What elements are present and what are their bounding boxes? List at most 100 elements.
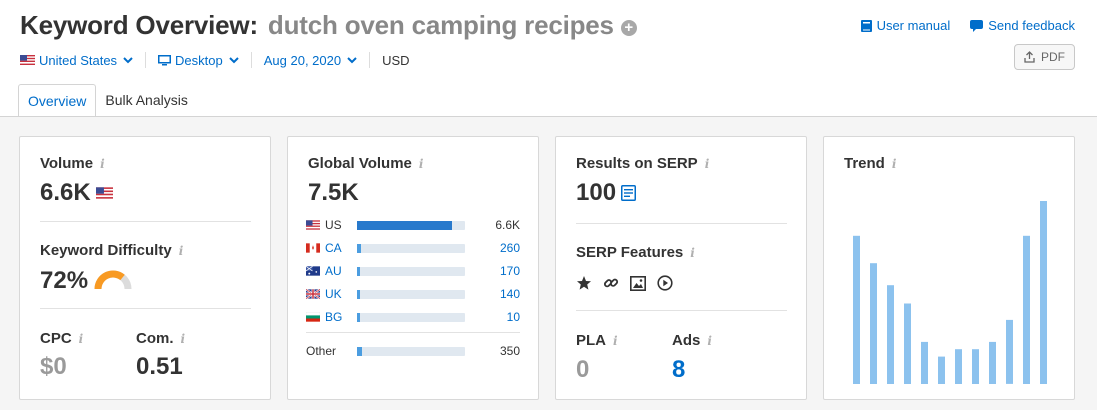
info-icon[interactable]: i <box>178 243 184 258</box>
image-icon[interactable] <box>630 275 646 291</box>
device-label: Desktop <box>175 52 223 68</box>
trend-bar[interactable] <box>989 341 996 384</box>
us-flag-icon <box>20 55 35 65</box>
trend-bar[interactable] <box>904 303 911 385</box>
trend-bar[interactable] <box>921 341 928 384</box>
currency-label: USD <box>382 52 410 68</box>
trend-bar[interactable] <box>853 235 860 384</box>
volume-heading: Volume i <box>40 155 105 172</box>
user-manual-link[interactable]: User manual <box>860 18 951 33</box>
tab-bulk-analysis[interactable]: Bulk Analysis <box>105 92 188 108</box>
serp-value: 100 <box>576 179 617 206</box>
info-icon[interactable]: i <box>690 245 695 260</box>
country-selector[interactable]: United States <box>20 53 133 68</box>
serp-label: Results on SERP <box>576 155 698 172</box>
info-icon[interactable]: i <box>704 156 710 171</box>
kd-label: Keyword Difficulty <box>40 242 172 259</box>
tabs: Overview Bulk Analysis <box>18 84 197 117</box>
filter-divider <box>145 52 147 68</box>
us-flag-icon <box>306 220 320 230</box>
volume-share-fill <box>357 221 453 230</box>
trend-bar[interactable] <box>870 263 877 384</box>
other-row: Other 350 <box>306 344 520 358</box>
section-divider <box>576 223 787 224</box>
volume-label: Volume <box>40 155 94 172</box>
country-row[interactable]: AU 170 <box>306 264 520 278</box>
global-volume-card: Global Volume i 7.5K US 6.6K CA 260 AU 1… <box>287 136 539 400</box>
kd-heading: Keyword Difficulty i <box>40 242 183 259</box>
volume-share-bar <box>357 267 465 276</box>
country-code: US <box>325 218 342 232</box>
serp-features-label: SERP Features <box>576 244 684 261</box>
global-volume-heading: Global Volume i <box>308 155 423 172</box>
pla-label: PLA <box>576 332 606 349</box>
com-heading: Com. i <box>136 330 185 347</box>
serp-card: Results on SERP i 100 SERP Features i PL… <box>555 136 807 400</box>
ads-label: Ads <box>672 332 701 349</box>
trend-chart <box>853 201 1047 385</box>
trend-bar[interactable] <box>1023 235 1030 384</box>
volume-value: 6.6K <box>40 179 91 206</box>
country-label: United States <box>39 52 118 68</box>
kd-value: 72% <box>40 267 89 294</box>
volume-share-fill <box>357 347 363 356</box>
trend-bar[interactable] <box>1040 201 1047 384</box>
serp-document-icon[interactable] <box>621 185 637 201</box>
link-icon[interactable] <box>603 275 619 291</box>
info-icon[interactable]: i <box>100 156 105 171</box>
user-manual-label: User manual <box>876 18 951 33</box>
uk-flag-icon <box>306 289 320 299</box>
country-code: CA <box>325 241 342 255</box>
desktop-icon <box>158 54 172 65</box>
add-keyword-icon[interactable]: + <box>620 19 637 36</box>
trend-bar[interactable] <box>1006 319 1013 384</box>
chevron-down-icon <box>229 56 239 63</box>
video-icon[interactable] <box>657 275 673 291</box>
ca-flag-icon <box>306 243 320 253</box>
page-title: Keyword Overview: <box>20 10 258 40</box>
volume-share-fill <box>357 290 361 299</box>
info-icon[interactable]: i <box>418 156 424 171</box>
pla-heading: PLA i <box>576 332 618 349</box>
country-volume: 260 <box>499 241 520 255</box>
overview-content: Volume i 6.6K Keyword Difficulty i 72% <box>0 117 1097 410</box>
volume-share-bar <box>357 221 465 230</box>
chevron-down-icon <box>347 56 357 63</box>
title-row: Keyword Overview: dutch oven camping rec… <box>20 10 637 41</box>
trend-bar[interactable] <box>955 349 962 384</box>
device-selector[interactable]: Desktop <box>158 53 239 68</box>
country-row[interactable]: CA 260 <box>306 241 520 255</box>
info-icon[interactable]: i <box>891 156 897 171</box>
info-icon[interactable]: i <box>613 333 618 348</box>
chevron-down-icon <box>123 56 133 63</box>
export-icon <box>1024 51 1035 63</box>
trend-bar[interactable] <box>972 349 979 384</box>
us-flag-icon <box>95 187 113 199</box>
country-row[interactable]: UK 140 <box>306 287 520 301</box>
com-label: Com. <box>136 330 174 347</box>
trend-bar[interactable] <box>887 285 894 384</box>
country-row[interactable]: US 6.6K <box>306 218 520 232</box>
volume-value-row: 6.6K <box>40 179 113 207</box>
trend-bar[interactable] <box>938 356 945 384</box>
info-icon[interactable]: i <box>707 333 712 348</box>
pdf-export-button[interactable]: PDF <box>1014 44 1075 70</box>
book-icon <box>860 19 872 32</box>
country-volume: 170 <box>499 264 520 278</box>
country-row[interactable]: BG 10 <box>306 310 520 324</box>
kd-gauge-icon <box>94 270 132 290</box>
ads-value[interactable]: 8 <box>672 356 686 383</box>
star-icon[interactable] <box>576 275 592 291</box>
country-volume: 10 <box>506 310 520 324</box>
top-links: User manual Send feedback <box>860 18 1075 33</box>
tab-overview[interactable]: Overview <box>18 84 97 117</box>
keyword-title: dutch oven camping recipes <box>267 10 614 40</box>
country-code: AU <box>325 264 342 278</box>
tab-underline <box>0 116 1097 117</box>
trend-card: Trend i <box>823 136 1075 400</box>
date-selector[interactable]: Aug 20, 2020 <box>264 53 357 68</box>
info-icon[interactable]: i <box>78 331 84 346</box>
volume-card: Volume i 6.6K Keyword Difficulty i 72% <box>19 136 271 400</box>
send-feedback-link[interactable]: Send feedback <box>970 18 1075 33</box>
info-icon[interactable]: i <box>180 331 186 346</box>
